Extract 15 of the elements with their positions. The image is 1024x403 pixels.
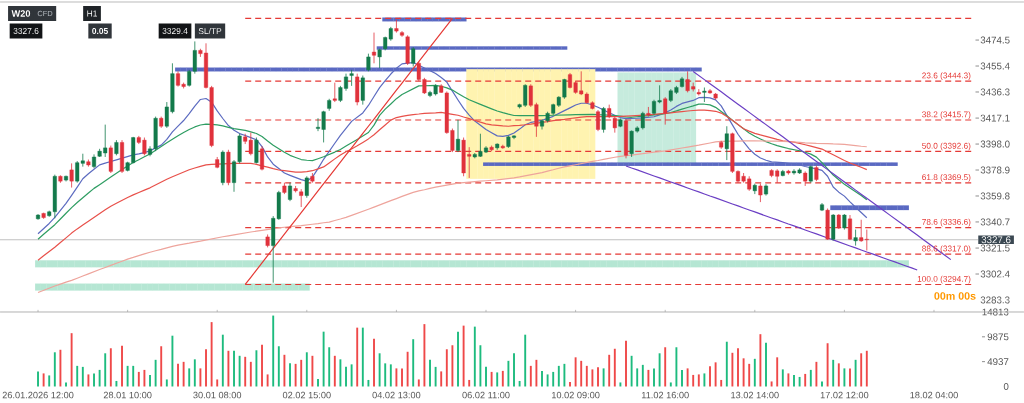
x-tick-label: 02.02 15:00: [282, 391, 331, 399]
x-tick-label: 26.01.2026 12:00: [2, 391, 74, 399]
x-tick-label: 11.02 16:00: [641, 391, 689, 399]
x-tick-label: 28.01 10:00: [103, 391, 152, 399]
x-tick-label: 30.01 08:00: [193, 391, 242, 399]
x-tick-label: 17.02 12:00: [820, 391, 869, 399]
x-tick-label: 13.02 14:00: [731, 391, 779, 399]
y-tick-label: 0: [1003, 383, 1009, 390]
x-tick-label: 18.02 04:00: [910, 391, 958, 399]
x-tick-label: 10.02 09:00: [552, 391, 600, 399]
y-tick-label: 9875: [987, 333, 1009, 341]
x-tick-label: 04.02 13:00: [372, 391, 421, 399]
y-tick-label: 14813: [982, 308, 1009, 316]
y-tick-label: 4937: [987, 358, 1009, 366]
x-tick-label: 06.02 11:00: [462, 391, 510, 399]
